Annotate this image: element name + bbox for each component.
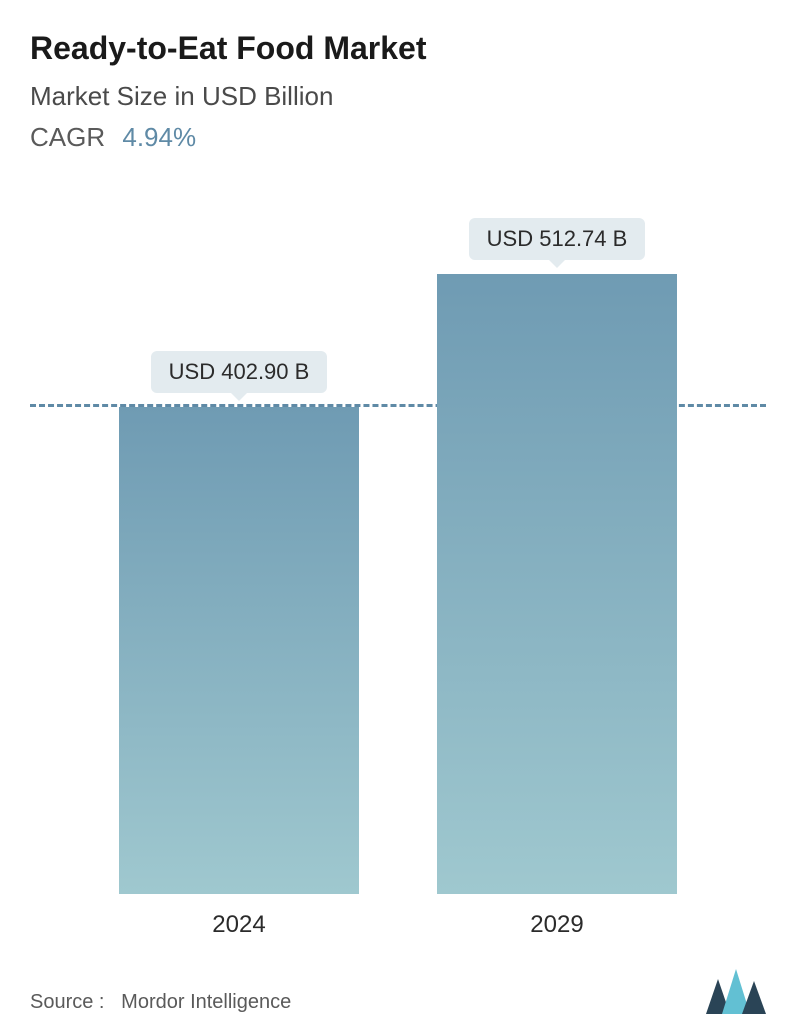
page-title: Ready-to-Eat Food Market: [30, 30, 766, 67]
cagr-line: CAGR 4.94%: [30, 122, 766, 153]
chart-area: USD 402.90 B USD 512.74 B 2024 2029: [30, 183, 766, 949]
cagr-label: CAGR: [30, 122, 105, 152]
chart-subtitle: Market Size in USD Billion: [30, 81, 766, 112]
bar-value-label: USD 512.74 B: [469, 218, 646, 260]
bar-group: USD 402.90 B: [119, 351, 359, 894]
source-text: Source : Mordor Intelligence: [30, 991, 291, 1014]
mordor-logo-icon: [706, 969, 766, 1014]
x-axis-label: 2024: [119, 911, 359, 939]
source-label: Source :: [30, 991, 104, 1013]
bar: [437, 274, 677, 894]
chart-inner: USD 402.90 B USD 512.74 B 2024 2029: [30, 183, 766, 949]
bar: [119, 407, 359, 894]
footer: Source : Mordor Intelligence: [30, 959, 766, 1014]
x-axis-label: 2029: [437, 911, 677, 939]
source-name: Mordor Intelligence: [121, 991, 291, 1013]
chart-container: Ready-to-Eat Food Market Market Size in …: [0, 0, 796, 1034]
bar-value-label: USD 402.90 B: [151, 351, 328, 393]
x-axis-labels: 2024 2029: [30, 911, 766, 939]
bar-group: USD 512.74 B: [437, 218, 677, 894]
cagr-value: 4.94%: [122, 122, 196, 152]
bars-row: USD 402.90 B USD 512.74 B: [30, 218, 766, 894]
